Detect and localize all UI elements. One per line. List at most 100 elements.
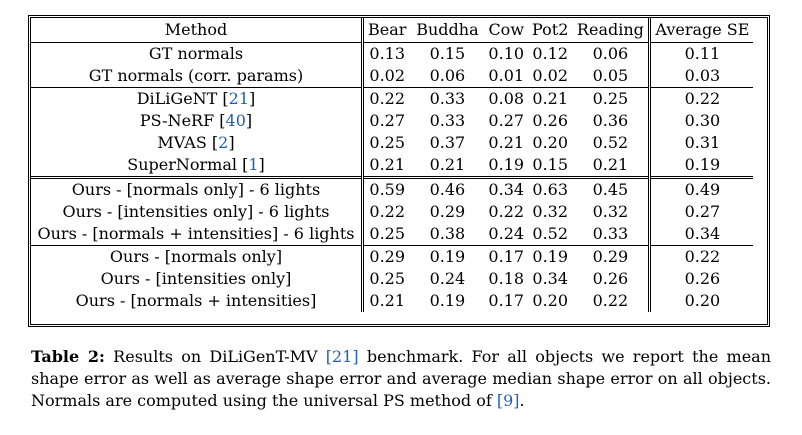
table-row: GT normals (corr. params) 0.02 0.06 0.01 0.0… [31, 65, 754, 88]
table-row: GT normals 0.13 0.15 0.10 0.12 0.06 0.11 [31, 42, 754, 66]
cell-method: Ours - [normals only] [31, 245, 363, 268]
cell-average-se: 0.03 [648, 65, 754, 88]
method-citation[interactable]: 2 [218, 133, 229, 152]
cell-buddha: 0.33 [410, 87, 485, 110]
caption-citation-2[interactable]: [9] [496, 391, 520, 410]
method-name: Ours - [normals + intensities] [75, 291, 317, 310]
cell-reading: 0.45 [572, 176, 650, 201]
table-row: SuperNormal [1] 0.21 0.21 0.19 0.15 0.21 0.19 [31, 154, 754, 178]
cell-pot2: 0.12 [532, 44, 569, 63]
caption-citation-1[interactable]: [21] [325, 347, 359, 366]
cell-cow: 0.01 [488, 66, 525, 85]
cell-reading: 0.52 [592, 133, 629, 152]
cell-reading: 0.21 [592, 155, 629, 174]
method-name: GT normals [148, 44, 244, 63]
cell-buddha: 0.19 [429, 291, 466, 310]
caption-label: Table 2: [31, 347, 105, 366]
header-reading: Reading [572, 18, 650, 43]
header-pot2: Pot2 [528, 18, 573, 43]
cell-buddha: 0.38 [429, 224, 466, 243]
header-method: Method [31, 18, 363, 43]
cell-pot2: 0.52 [532, 224, 569, 243]
cell-method: SuperNormal [1] [127, 155, 265, 174]
cell-reading: 0.36 [592, 111, 629, 130]
cell-cow: 0.08 [484, 87, 529, 110]
header-bear: Bear [361, 18, 411, 43]
cell-pot2: 0.26 [532, 111, 569, 130]
table-row: MVAS [2] 0.25 0.37 0.21 0.20 0.52 0.31 [31, 132, 754, 154]
cell-average-se: 0.22 [648, 245, 754, 268]
cell-average-se: 0.30 [648, 110, 754, 132]
table-row: Ours - [normals only] 0.29 0.19 0.17 0.19 0.2… [31, 245, 754, 268]
cell-cow: 0.24 [488, 224, 525, 243]
cell-pot2: 0.32 [532, 202, 569, 221]
cell-bear: 0.21 [361, 154, 411, 178]
table-caption: Table 2: Results on DiLiGenT-MV [21] ben… [31, 346, 771, 412]
cell-bear: 0.29 [361, 245, 411, 268]
caption-text-1: Results on DiLiGenT-MV [104, 347, 326, 366]
cell-cow: 0.34 [484, 176, 529, 201]
cell-reading: 0.32 [592, 202, 629, 221]
method-citation[interactable]: 1 [248, 155, 259, 174]
results-table: Method Bear Buddha Cow Pot2 Reading Aver… [31, 18, 754, 312]
cell-bear: 0.25 [361, 223, 411, 246]
method-name: SuperNormal [127, 155, 237, 174]
cell-pot2: 0.21 [528, 87, 573, 110]
cell-cow: 0.10 [488, 44, 525, 63]
header-average-se: Average SE [648, 18, 754, 43]
cell-method: MVAS [2] [157, 133, 235, 152]
cell-method: GT normals [31, 43, 363, 66]
cell-reading: 0.22 [592, 291, 629, 310]
cell-average-se: 0.19 [648, 154, 754, 178]
cell-cow: 0.19 [488, 155, 525, 174]
cell-bear: 0.27 [361, 110, 411, 132]
cell-bear: 0.02 [361, 65, 411, 88]
cell-pot2: 0.63 [528, 176, 573, 201]
cell-buddha: 0.21 [429, 155, 466, 174]
cell-average-se: 0.31 [648, 132, 754, 154]
cell-average-se: 0.11 [648, 42, 754, 65]
cell-pot2: 0.19 [528, 245, 573, 268]
cell-cow: 0.18 [488, 269, 525, 288]
cell-reading: 0.33 [592, 224, 629, 243]
header-buddha: Buddha [410, 18, 485, 43]
cell-average-se: 0.22 [648, 87, 754, 110]
cell-cow: 0.21 [488, 133, 525, 152]
cell-reading: 0.06 [592, 44, 629, 63]
method-name: MVAS [157, 133, 207, 152]
cell-cow: 0.17 [488, 291, 525, 310]
table-row: DiLiGeNT [21] 0.22 0.33 0.08 0.21 0.25 0.22 [31, 87, 754, 110]
table-row: Ours - [intensities only] 0.25 0.24 0.18 0.3… [31, 268, 754, 290]
table-header-row: Method Bear Buddha Cow Pot2 Reading Aver… [31, 18, 754, 43]
cell-average-se: 0.49 [648, 176, 754, 201]
cell-method: Ours - [normals + intensities] - 6 light… [31, 223, 363, 246]
method-citation[interactable]: 21 [228, 89, 250, 108]
cell-average-se: 0.26 [648, 268, 754, 290]
table-row: Ours - [normals + intensities] 0.21 0.19 0.… [31, 290, 754, 312]
cell-method: Ours - [intensities only] [31, 268, 363, 290]
method-name: Ours - [intensities only] [100, 269, 292, 288]
cell-average-se: 0.27 [648, 201, 754, 223]
table-row: Ours - [normals + intensities] - 6 light… [31, 223, 754, 246]
cell-pot2: 0.20 [532, 291, 569, 310]
cell-bear: 0.25 [361, 268, 411, 290]
cell-bear: 0.13 [361, 42, 411, 65]
table-row: Ours - [normals only] - 6 lights 0.59 0.46… [31, 176, 754, 201]
table-row: PS-NeRF [40] 0.27 0.33 0.27 0.26 0.36 0.30 [31, 110, 754, 132]
cell-buddha: 0.24 [429, 269, 466, 288]
cell-buddha: 0.29 [429, 202, 466, 221]
cell-pot2: 0.20 [532, 133, 569, 152]
cell-reading: 0.29 [572, 245, 650, 268]
header-cow: Cow [484, 18, 529, 43]
cell-method: DiLiGeNT [21] [31, 87, 363, 110]
cell-reading: 0.05 [592, 66, 629, 85]
cell-bear: 0.22 [361, 87, 411, 110]
cell-pot2: 0.02 [532, 66, 569, 85]
method-citation[interactable]: 40 [225, 111, 246, 130]
table-body: GT normals 0.13 0.15 0.10 0.12 0.06 0.11 GT nor… [31, 42, 754, 312]
method-name: GT normals (corr. params) [88, 66, 304, 85]
cell-buddha: 0.46 [410, 176, 485, 201]
cell-buddha: 0.15 [429, 44, 466, 63]
caption-text-3: . [519, 391, 525, 410]
cell-pot2: 0.34 [532, 269, 569, 288]
